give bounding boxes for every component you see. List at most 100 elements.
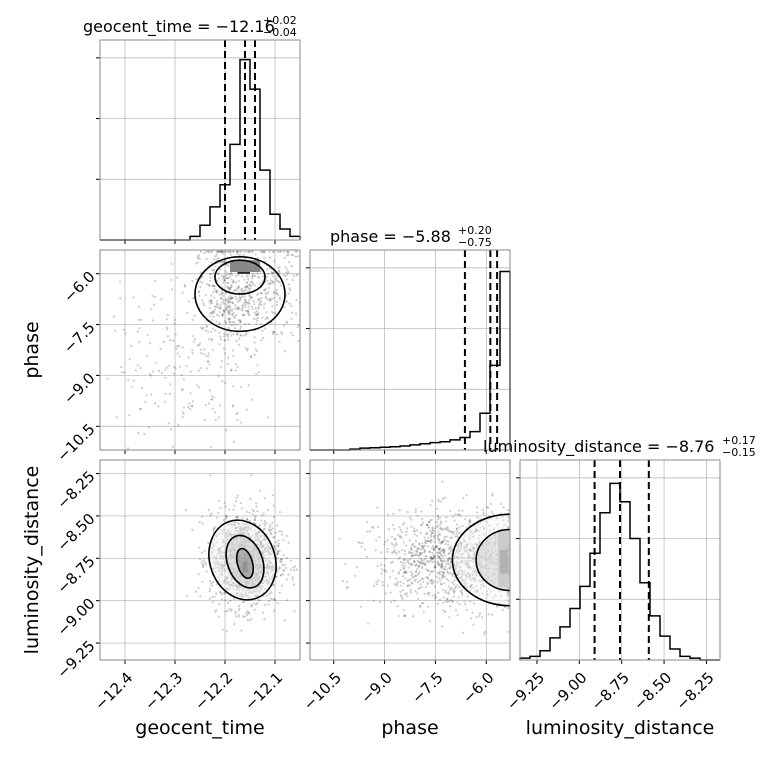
sample-point [208, 283, 211, 287]
sample-point [473, 602, 476, 605]
sample-point [380, 568, 384, 571]
sample-point [188, 402, 191, 405]
sample-point [234, 307, 237, 310]
sample-point [410, 547, 413, 550]
sample-point [255, 313, 258, 317]
panel-content [184, 473, 299, 633]
sample-point [424, 585, 428, 589]
sample-point [419, 583, 422, 586]
sample-point [203, 419, 206, 422]
sample-point [127, 378, 130, 382]
sample-point [451, 600, 454, 603]
sample-point [481, 616, 484, 619]
sample-point [190, 404, 193, 407]
sample-point [434, 566, 437, 569]
sample-point [258, 303, 261, 306]
sample-point [290, 265, 293, 268]
sample-point [424, 563, 427, 567]
sample-point [154, 279, 157, 283]
sample-point [285, 271, 288, 274]
sample-point [414, 590, 417, 593]
sample-point [419, 605, 422, 608]
sample-point [417, 560, 420, 564]
sample-point [221, 628, 224, 631]
sample-point [253, 274, 257, 278]
sample-point [220, 365, 223, 369]
sample-point [242, 615, 245, 618]
sample-point [250, 295, 253, 299]
sample-point [164, 400, 167, 403]
sample-point [246, 349, 249, 352]
sample-point [212, 291, 215, 294]
sample-point [448, 530, 451, 533]
sample-point [246, 610, 249, 613]
sample-point [263, 522, 266, 525]
sample-point [285, 321, 289, 324]
sample-point [197, 586, 200, 590]
sample-point [268, 529, 271, 532]
sample-point [429, 580, 432, 583]
sample-point [232, 279, 235, 282]
sample-point [197, 573, 200, 576]
sample-point [267, 416, 270, 419]
sample-point [242, 313, 245, 316]
sample-point [278, 296, 281, 299]
sample-point [235, 287, 238, 290]
sample-point [413, 530, 416, 533]
sample-point [169, 339, 172, 342]
title-phase-minus: −0.75 [458, 236, 492, 249]
sample-point [392, 543, 395, 546]
sample-point [491, 493, 494, 496]
sample-point [273, 259, 276, 263]
sample-point [231, 308, 234, 311]
sample-point [433, 532, 436, 535]
sample-point [256, 602, 259, 605]
sample-point [403, 571, 406, 575]
sample-point [286, 273, 289, 276]
sample-point [411, 572, 414, 575]
tick-label-y-phase: −10.5 [53, 420, 98, 465]
sample-point [267, 528, 270, 531]
sample-point [372, 584, 376, 588]
sample-point [448, 546, 452, 549]
sample-point [438, 564, 441, 567]
sample-point [416, 514, 419, 517]
sample-point [224, 610, 227, 613]
sample-point [241, 304, 244, 307]
sample-point [233, 623, 236, 626]
sample-point [223, 279, 226, 282]
sample-point [433, 540, 436, 543]
sample-point [279, 560, 282, 563]
sample-point [152, 303, 156, 306]
sample-point [301, 273, 303, 275]
sample-point [437, 533, 441, 536]
sample-point [419, 553, 422, 556]
sample-point [379, 551, 383, 554]
sample-point [346, 585, 349, 589]
sample-point [395, 583, 399, 586]
sample-point [217, 256, 220, 260]
sample-point [214, 255, 217, 258]
sample-point [417, 587, 420, 590]
sample-point [452, 583, 456, 586]
sample-point [213, 310, 216, 314]
sample-point [366, 530, 369, 533]
sample-point [453, 519, 456, 522]
sample-point [409, 590, 412, 594]
sample-point [212, 284, 215, 287]
sample-point [422, 562, 425, 565]
sample-point [232, 403, 235, 407]
sample-point [436, 551, 439, 554]
sample-point [259, 322, 262, 326]
sample-point [126, 447, 130, 450]
sample-point [230, 273, 234, 277]
sample-point [222, 309, 225, 312]
sample-point [500, 502, 503, 506]
sample-point [441, 555, 444, 558]
sample-point [181, 291, 184, 294]
sample-point [196, 384, 199, 387]
sample-point [224, 270, 227, 273]
sample-point [244, 301, 247, 304]
sample-point [442, 601, 445, 604]
sample-point [229, 599, 232, 602]
